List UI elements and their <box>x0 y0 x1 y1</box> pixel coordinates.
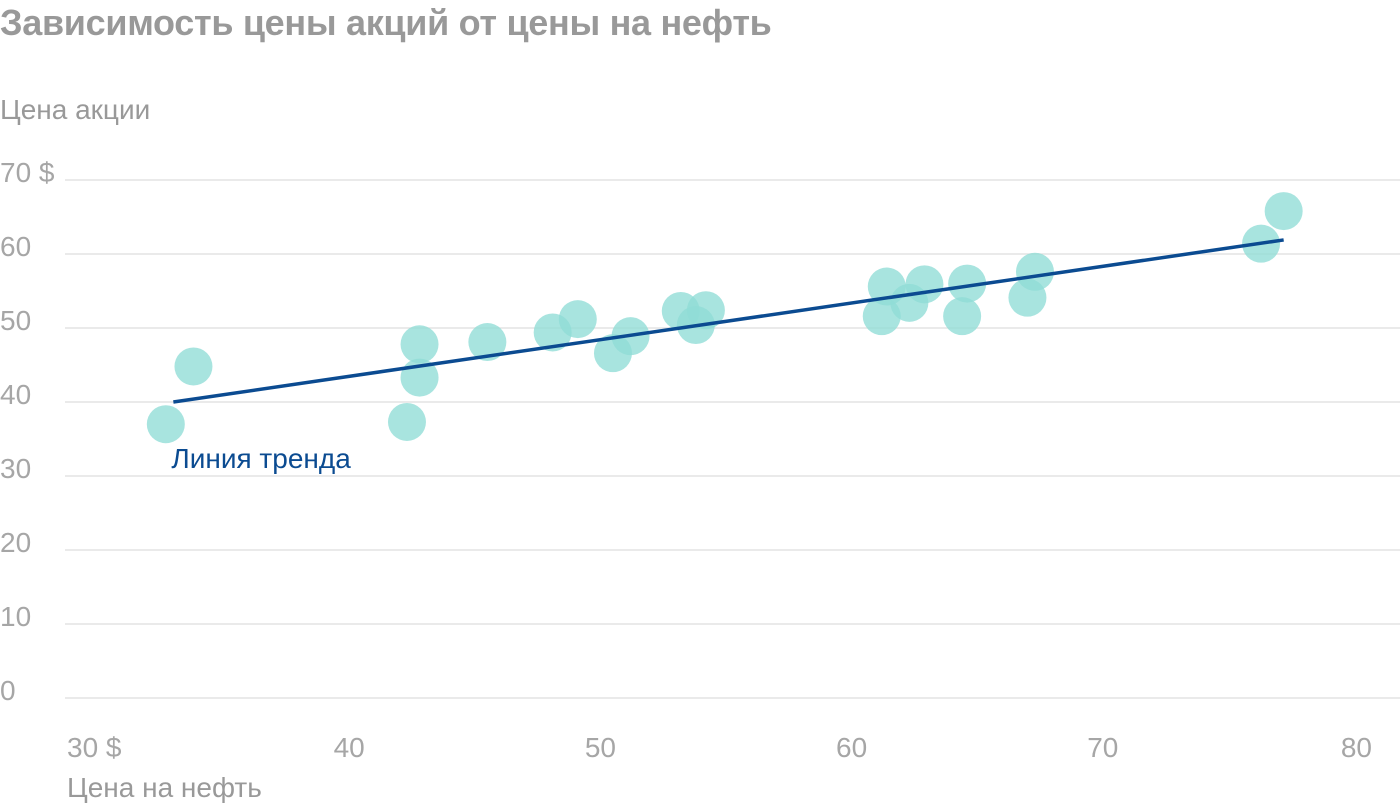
x-tick-label: 60 <box>836 732 867 763</box>
data-point <box>1015 252 1054 291</box>
x-axis-label: Цена на нефть <box>67 772 262 803</box>
data-point <box>686 291 725 330</box>
chart-title: Зависимость цены акций от цены на нефть <box>0 2 772 43</box>
data-points <box>146 192 1303 444</box>
y-tick-label: 70 $ <box>0 157 55 188</box>
data-point <box>943 297 982 336</box>
data-point <box>174 347 213 386</box>
y-tick-label: 40 <box>0 379 31 410</box>
data-point <box>1264 192 1303 231</box>
y-tick-label: 10 <box>0 601 31 632</box>
data-point <box>468 323 507 362</box>
y-tick-label: 0 <box>0 675 16 706</box>
x-tick-label: 30 $ <box>67 732 122 763</box>
data-point <box>558 300 597 339</box>
y-tick-label: 60 <box>0 231 31 262</box>
y-tick-label: 30 <box>0 453 31 484</box>
y-tick-label: 50 <box>0 305 31 336</box>
trend-line <box>173 238 1284 404</box>
y-axis-label: Цена акции <box>0 94 150 125</box>
x-tick-label: 80 <box>1341 732 1372 763</box>
y-tick-label: 20 <box>0 527 31 558</box>
x-tick-label: 40 <box>334 732 365 763</box>
x-tick-labels: 30 $ 40 50 60 70 80 <box>67 732 1372 763</box>
data-point <box>146 405 185 444</box>
data-point <box>948 264 987 303</box>
data-point <box>905 265 944 304</box>
x-tick-label: 70 <box>1087 732 1118 763</box>
data-point <box>387 402 426 441</box>
trend-line-label: Линия тренда <box>171 443 351 474</box>
gridlines <box>65 179 1400 699</box>
y-tick-labels: 70 $ 60 50 40 30 20 10 0 <box>0 157 55 706</box>
data-point <box>400 325 439 364</box>
x-tick-label: 50 <box>585 732 616 763</box>
